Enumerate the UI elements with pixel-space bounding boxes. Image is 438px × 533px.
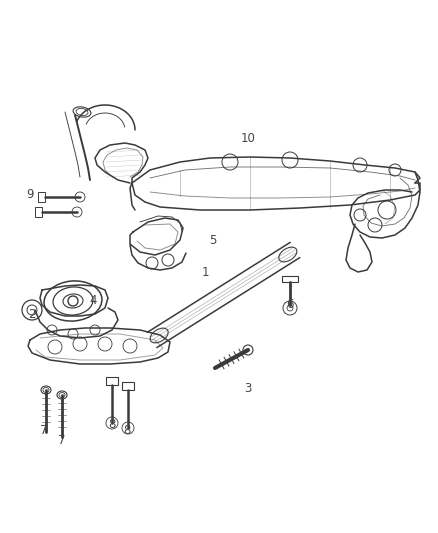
Text: 7: 7 <box>58 433 66 447</box>
Text: 8: 8 <box>108 418 116 432</box>
Text: 9: 9 <box>26 189 34 201</box>
Text: 7: 7 <box>40 424 48 437</box>
Text: 10: 10 <box>240 132 255 144</box>
Text: 2: 2 <box>28 309 36 321</box>
Text: 5: 5 <box>209 233 217 246</box>
Text: 4: 4 <box>89 294 97 306</box>
Text: 1: 1 <box>201 265 209 279</box>
Text: 8: 8 <box>124 424 131 437</box>
Text: 3: 3 <box>244 382 252 394</box>
Text: 6: 6 <box>286 298 294 311</box>
